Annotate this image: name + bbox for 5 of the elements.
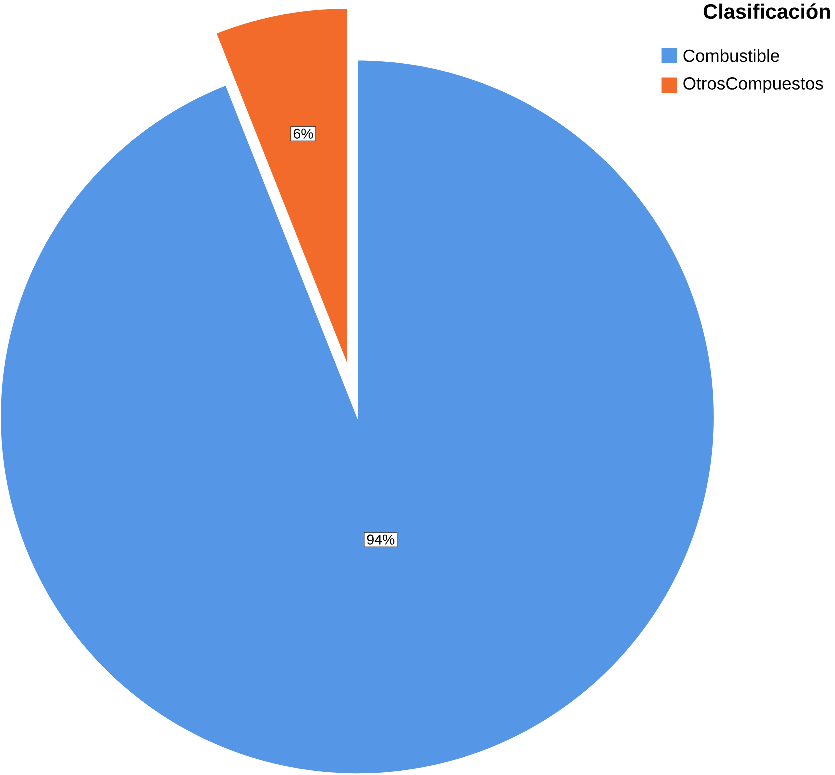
legend-label: Combustible	[684, 50, 780, 62]
data-label: 6%	[294, 129, 314, 140]
data-label: 94%	[367, 534, 395, 546]
legend-title: Clasificación	[704, 4, 830, 20]
legend-label: OtrosCompuestos	[684, 78, 824, 94]
